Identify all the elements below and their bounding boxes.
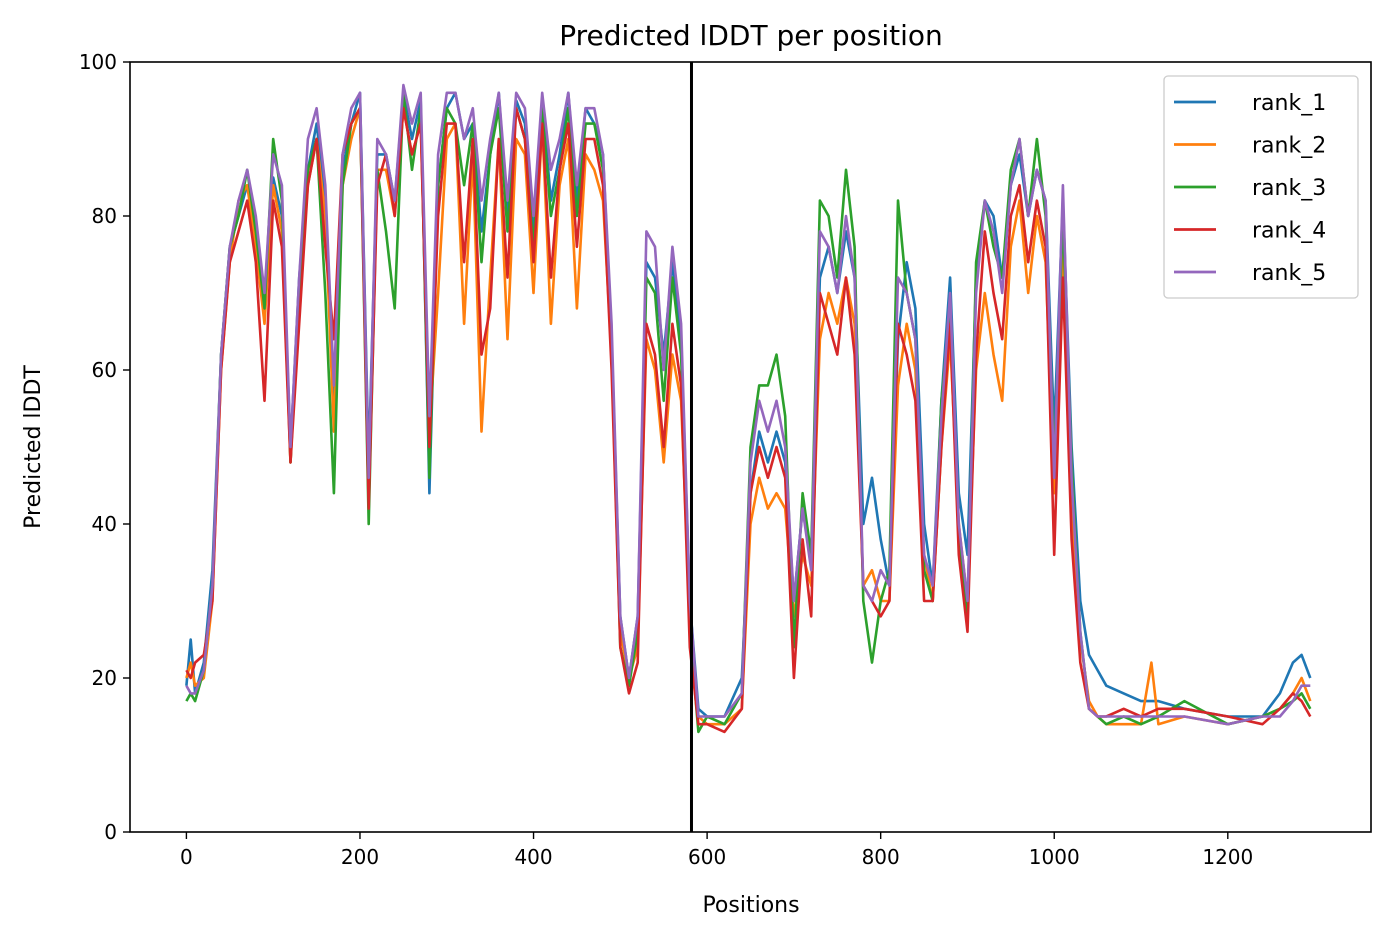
legend-label: rank_2 [1252,134,1326,159]
legend-box [1163,75,1359,299]
x-tick-label: 0 [180,845,193,869]
x-tick-label: 800 [862,845,900,869]
legend-label: rank_1 [1252,91,1326,116]
series-line-rank_2 [185,106,1312,726]
x-axis-label: Positions [702,893,799,918]
y-axis-ticks: 0 20 40 60 80 100 [79,50,130,844]
x-tick-label: 400 [514,845,552,869]
series-line-rank_3 [185,91,1312,734]
y-tick-label: 80 [92,204,117,228]
x-axis-ticks: 0 200 400 600 800 1000 1200 [180,832,1253,869]
series-line-rank_4 [185,106,1312,734]
legend-label: rank_4 [1252,219,1326,244]
x-tick-label: 600 [688,845,726,869]
y-tick-label: 40 [92,512,117,536]
y-tick-label: 60 [92,358,117,382]
legend: rank_1 rank_2 rank_3 rank_4 rank_5 [1163,75,1359,299]
legend-label: rank_5 [1252,261,1326,286]
plot-frame [129,61,1372,833]
plot-lines [185,83,1312,734]
chart-title: Predicted lDDT per position [559,19,943,52]
y-tick-label: 20 [92,666,117,690]
x-tick-label: 200 [341,845,379,869]
legend-label: rank_3 [1252,176,1326,201]
y-axis-label: Predicted lDDT [21,365,46,529]
x-tick-label: 1000 [1029,845,1080,869]
y-tick-label: 0 [104,820,117,844]
x-tick-label: 1200 [1202,845,1253,869]
series-line-rank_1 [185,91,1312,718]
series-line-rank_5 [185,83,1311,726]
y-tick-label: 100 [79,50,117,74]
